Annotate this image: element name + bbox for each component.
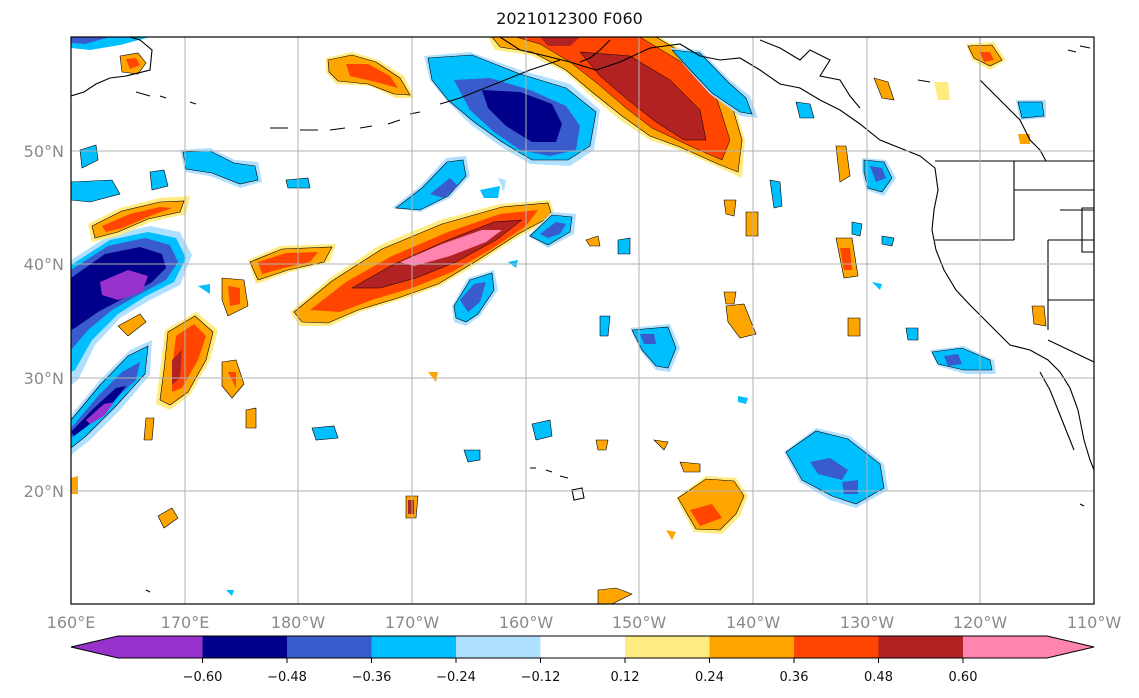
colorbar-extend-high xyxy=(1047,636,1094,658)
colorbar-segment xyxy=(118,636,203,658)
lon-tick-label: 170°W xyxy=(385,613,440,632)
lon-tick-label: 120°W xyxy=(953,613,1008,632)
lat-tick-label: 30°N xyxy=(24,369,64,388)
lat-tick-labels: 50°N 40°N 30°N 20°N xyxy=(24,142,64,501)
blob-blue-165e-50n xyxy=(71,179,121,203)
colorbar-segment xyxy=(963,636,1047,658)
colorbar-tick-label: 0.60 xyxy=(949,670,978,685)
lat-tick-label: 40°N xyxy=(24,255,64,274)
blob-red-pink-band xyxy=(290,200,556,326)
colorbar-tick-label: −0.48 xyxy=(267,670,307,685)
colorbar-outline xyxy=(70,635,1095,659)
colorbar-segment xyxy=(794,636,879,658)
lon-tick-label: 130°W xyxy=(840,613,895,632)
blob-top-left xyxy=(71,37,150,50)
colorbar-segment xyxy=(456,636,541,658)
colorbar-tick-label: −0.60 xyxy=(183,670,223,685)
lon-tick-label: 170°E xyxy=(161,613,210,632)
colorbar-tick-label: −0.24 xyxy=(436,670,476,685)
colorbar-segment xyxy=(625,636,710,658)
colorbar-tick-label: 0.12 xyxy=(611,670,640,685)
graticule xyxy=(71,37,1094,604)
blob-blue-sw xyxy=(71,340,152,455)
lon-tick-label: 110°W xyxy=(1067,613,1122,632)
lon-tick-label: 140°W xyxy=(726,613,781,632)
lon-tick-label: 160°E xyxy=(47,613,96,632)
lat-tick-label: 20°N xyxy=(24,482,64,501)
colorbar-segment xyxy=(371,636,456,658)
map-title: 2021012300 F060 xyxy=(496,9,643,28)
blob-red-gulf-of-alaska xyxy=(488,37,745,178)
anomaly-field xyxy=(71,37,1047,604)
blob-west-blue-large xyxy=(71,226,192,385)
colorbar-segment xyxy=(540,636,625,658)
colorbar-tick-label: −0.12 xyxy=(521,670,561,685)
colorbar-extend-low xyxy=(71,636,118,658)
blob-blue-gulf-of-alaska xyxy=(424,52,600,166)
colorbar-tick-label: 0.24 xyxy=(695,670,724,685)
colorbar-segment xyxy=(878,636,963,658)
colorbar-tick-label: 0.36 xyxy=(780,670,809,685)
map-frame xyxy=(70,36,1095,605)
lon-tick-label: 160°W xyxy=(499,613,554,632)
blob-orange-170e-45n xyxy=(88,196,190,242)
lat-tick-label: 50°N xyxy=(24,142,64,161)
lon-tick-label: 150°W xyxy=(612,613,667,632)
lon-tick-labels: 160°E 170°E 180°W 170°W 160°W 150°W 140°… xyxy=(47,613,1122,632)
blob-orange-172e-32n xyxy=(156,312,218,410)
colorbar-segment xyxy=(287,636,372,658)
lon-tick-label: 180°W xyxy=(271,613,326,632)
colorbar-segment xyxy=(202,636,287,658)
colorbar: −0.60 −0.48 −0.36 −0.24 −0.12 0.12 0.24 … xyxy=(70,635,1095,685)
colorbar-tick-label: −0.36 xyxy=(352,670,392,685)
colorbar-tick-label: 0.48 xyxy=(864,670,893,685)
colorbar-segment xyxy=(709,636,794,658)
